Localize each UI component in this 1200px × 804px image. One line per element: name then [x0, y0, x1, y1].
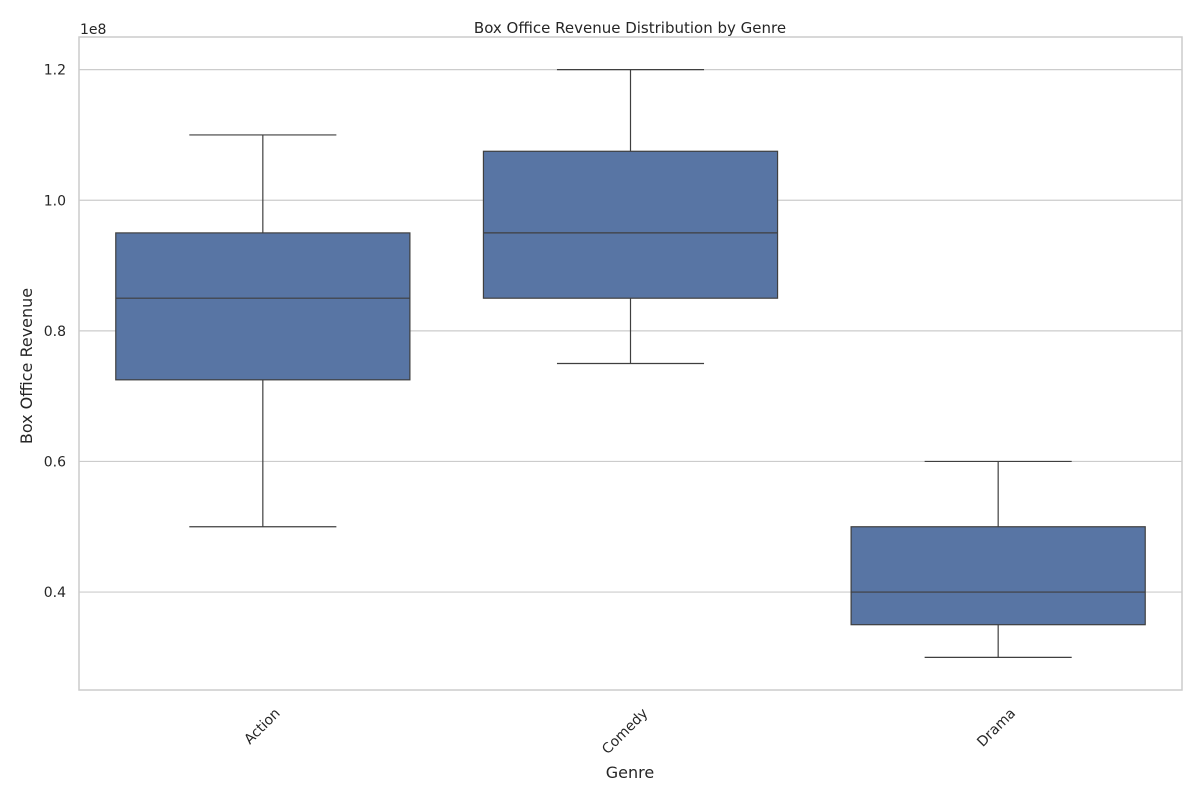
x-axis-label: Genre	[606, 763, 654, 782]
y-tick-label: 1.2	[44, 63, 66, 79]
x-tick-label: Comedy	[599, 706, 651, 758]
boxes-layer	[115, 69, 1146, 658]
y-axis-label: Box Office Revenue	[17, 288, 36, 444]
plot-frame	[78, 36, 1183, 691]
chart-title: Box Office Revenue Distribution by Genre	[474, 19, 786, 37]
y-tick-label: 1.0	[44, 193, 66, 209]
x-tick-label: Drama	[974, 706, 1019, 751]
box-comedy	[482, 150, 779, 299]
y-tick-label: 0.6	[44, 454, 66, 470]
y-tick-label: 0.4	[44, 585, 66, 601]
box-action	[115, 232, 411, 381]
y-axis-offset-label: 1e8	[80, 22, 106, 38]
box-drama	[850, 526, 1146, 626]
y-tick-label: 0.8	[44, 324, 66, 340]
x-tick-label: Action	[241, 706, 283, 748]
